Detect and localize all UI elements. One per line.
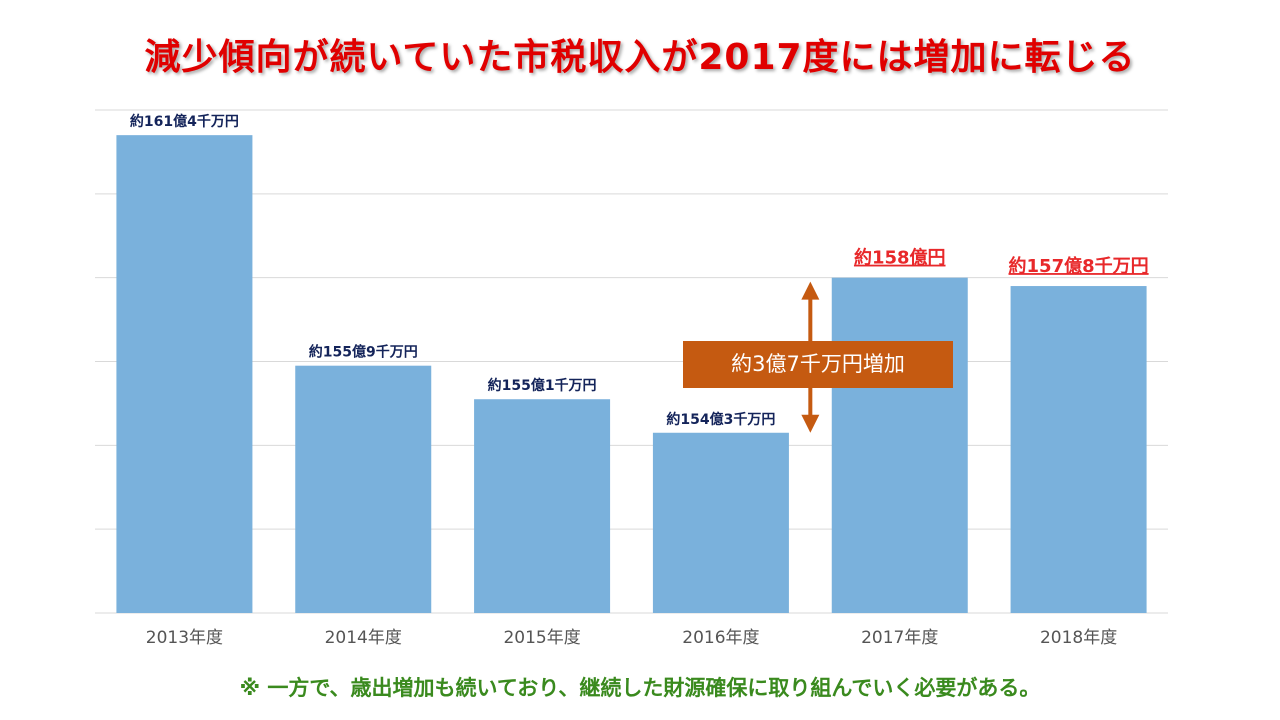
x-axis-labels: 2013年度 2014年度 2015年度 2016年度 2017年度 2018年度 [146, 628, 1117, 648]
bar-2014年度 [295, 365, 432, 613]
x-tick-label: 2017年度 [861, 628, 938, 648]
bar-2016年度 [652, 432, 789, 613]
data-label: 約155億9千万円 [309, 344, 418, 361]
x-tick-label: 2015年度 [503, 628, 580, 648]
data-label: 約155億1千万円 [488, 377, 597, 394]
data-label: 約158億円 [854, 247, 946, 269]
x-tick-label: 2013年度 [146, 628, 223, 648]
increase-callout: 約3億7千万円増加 [683, 341, 953, 388]
x-tick-label: 2014年度 [325, 628, 402, 648]
x-tick-label: 2018年度 [1040, 628, 1117, 648]
bar-2013年度 [116, 135, 253, 613]
bars [116, 135, 1147, 613]
gridlines [95, 109, 1168, 614]
data-label: 約157億8千万円 [1009, 255, 1149, 277]
data-label: 約161億4千万円 [130, 113, 239, 130]
footnote: ※ 一方で、歳出増加も続いており、継続した財源確保に取り組んでいく必要がある。 [239, 676, 1041, 700]
data-label: 約154億3千万円 [666, 411, 775, 428]
arrow-head-down [801, 414, 820, 433]
bar-2017年度 [831, 277, 968, 613]
arrow-head-up [801, 281, 820, 300]
bar-2018年度 [1010, 286, 1147, 613]
x-tick-label: 2016年度 [682, 628, 759, 648]
chart-title: 減少傾向が続いていた市税収入が2017度には増加に転じる [144, 37, 1136, 78]
bar-2015年度 [474, 399, 611, 613]
